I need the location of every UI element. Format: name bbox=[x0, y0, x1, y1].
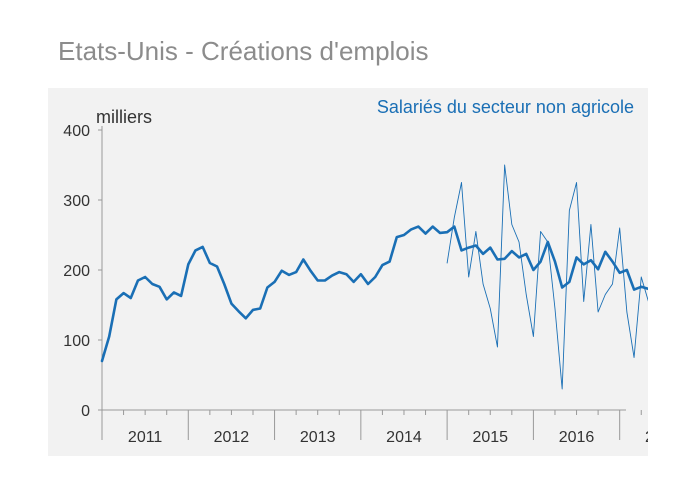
y-tick-label: 400 bbox=[63, 123, 90, 140]
chart-panel: 0 100 200 300 400 2011 2012 2013 2014 2015 2016 201… bbox=[48, 88, 648, 456]
series-line-thick bbox=[100, 225, 648, 363]
x-tick-label: 2014 bbox=[386, 429, 422, 446]
series-line-thin bbox=[446, 164, 648, 390]
x-tick-label: 2012 bbox=[214, 429, 250, 446]
x-tick-label: 2011 bbox=[128, 429, 163, 446]
x-tick-label: 2017 bbox=[645, 429, 648, 446]
y-tick-label: 300 bbox=[63, 193, 90, 210]
y-tick-label: 100 bbox=[63, 333, 90, 350]
y-axis-unit-label: milliers bbox=[96, 107, 152, 127]
x-tick-label: 2016 bbox=[559, 429, 595, 446]
page-title: Etats-Unis - Créations d'emplois bbox=[58, 36, 429, 66]
x-tick-label: 2013 bbox=[300, 429, 336, 446]
y-tick-label: 0 bbox=[81, 403, 90, 420]
line-chart: 0 100 200 300 400 2011 2012 2013 2014 2015 2016 201… bbox=[63, 97, 648, 446]
y-tick-label: 200 bbox=[63, 263, 90, 280]
x-tick-label: 2015 bbox=[472, 429, 508, 446]
chart-subtitle: Salariés du secteur non agricole bbox=[377, 97, 634, 117]
